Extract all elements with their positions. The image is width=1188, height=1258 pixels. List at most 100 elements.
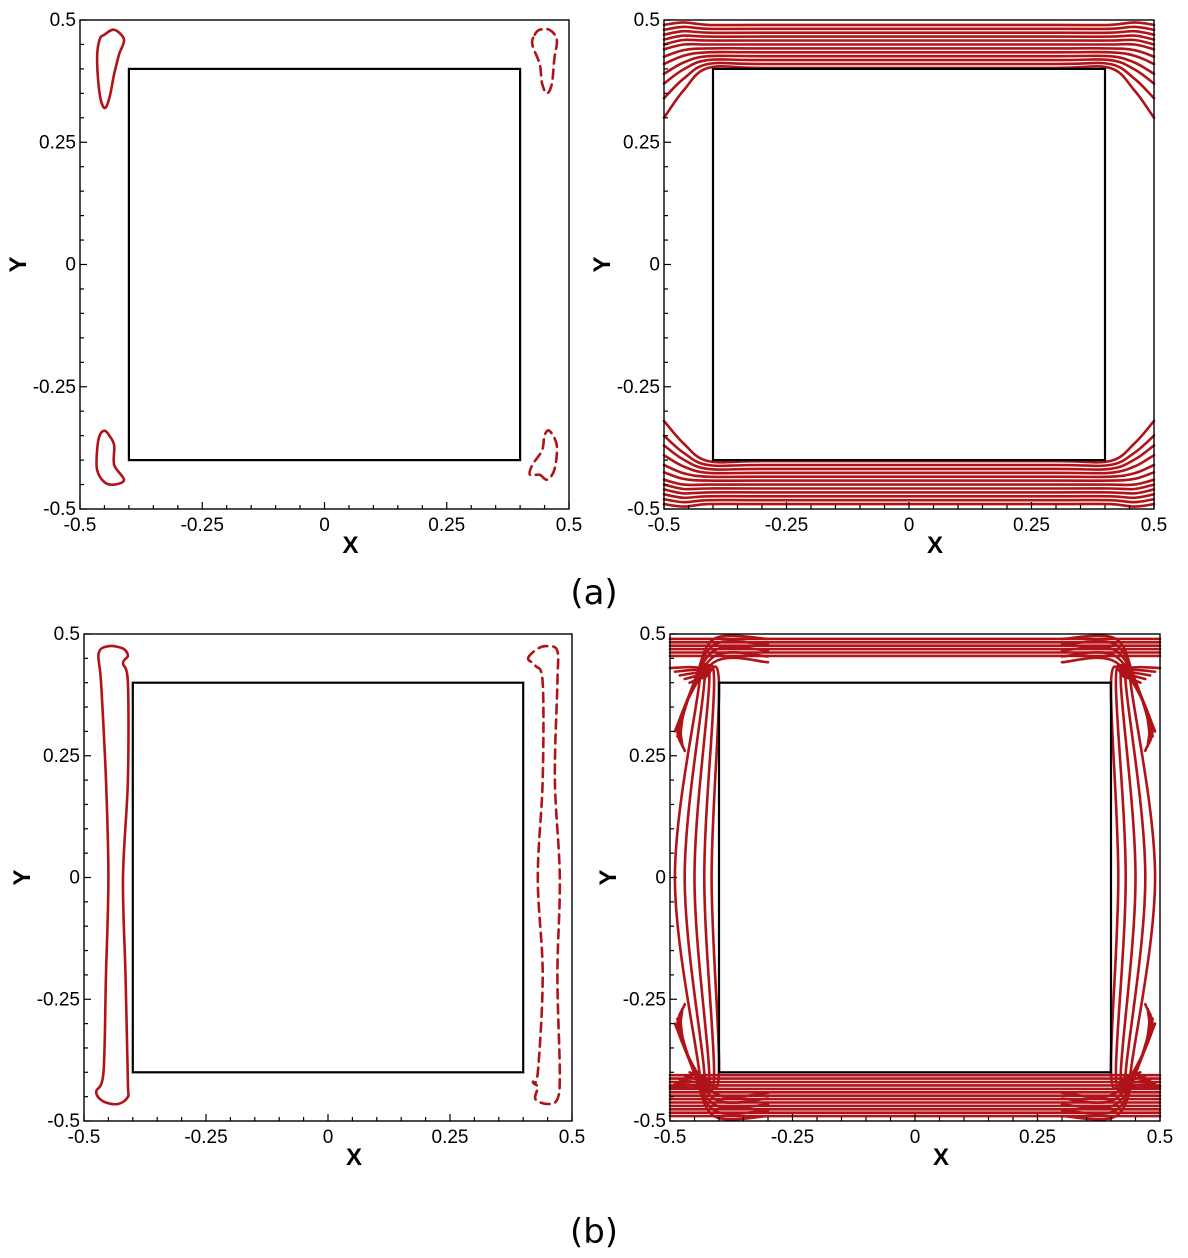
corner-streamline-2-4 — [676, 1002, 770, 1099]
streamline-top-3 — [662, 34, 1156, 41]
y-tick-label: -0.25 — [623, 989, 666, 1010]
x-tick-label: 0 — [323, 1127, 334, 1148]
contour-lines — [94, 644, 562, 1106]
streamline-top-9 — [662, 58, 1156, 85]
streamline-bottom-6 — [662, 471, 1156, 483]
x-tick-label: 0.25 — [432, 1127, 469, 1148]
streamline-bottom-8 — [662, 453, 1156, 475]
contour-line-0 — [94, 644, 131, 1106]
x-axis-label: X — [933, 1144, 949, 1171]
y-tick-label: 0.5 — [634, 10, 660, 31]
y-tick-label: 0.25 — [629, 746, 666, 767]
square-cylinder — [717, 681, 1113, 1074]
y-tick-label: -0.25 — [37, 989, 80, 1010]
x-tick-label: -0.25 — [765, 515, 808, 536]
x-tick-label: 0.5 — [559, 1127, 585, 1148]
corner-streamline-1-4 — [1060, 656, 1154, 753]
x-tick-label: 0 — [910, 1127, 921, 1148]
y-tick-label: -0.5 — [47, 1111, 80, 1132]
y-tick-label: 0 — [69, 868, 80, 889]
side-streamline-left-4 — [688, 665, 721, 1090]
streamline-bottom-5 — [662, 478, 1156, 487]
x-tick-label: -0.5 — [654, 1127, 687, 1148]
square-cylinder — [711, 67, 1107, 462]
contour-lines — [95, 27, 559, 487]
streamline-top-4 — [662, 38, 1156, 46]
x-axis-label: X — [342, 532, 358, 559]
x-tick-label: -0.5 — [648, 515, 681, 536]
y-tick-label: -0.5 — [43, 499, 76, 520]
streamline-bottom-3 — [662, 488, 1156, 495]
streamline-top-7 — [662, 50, 1156, 66]
y-tick-label: 0 — [655, 868, 666, 889]
y-tick-label: 0.5 — [54, 624, 80, 645]
y-tick-label: 0.5 — [640, 624, 666, 645]
caption-a: (a) — [570, 573, 617, 613]
y-axis-label: Y — [595, 869, 622, 885]
x-tick-label: 0.25 — [1013, 515, 1050, 536]
streamline-bottom-2 — [662, 493, 1156, 500]
contour-line-2 — [530, 27, 559, 95]
axes: -0.5-0.5 -0.25 -0.25 0 0 0.25 0.25 0.5 0.5 X Y — [589, 10, 1167, 559]
y-axis-label: Y — [589, 256, 616, 272]
side-streamline-right-3 — [1114, 664, 1147, 1091]
corner-streamline-3-3 — [1060, 1007, 1152, 1104]
streamline-bottom-10 — [662, 434, 1156, 468]
x-axis-label: X — [346, 1144, 362, 1171]
x-tick-label: -0.25 — [771, 1127, 814, 1148]
y-tick-label: -0.25 — [617, 377, 660, 398]
contour-line-1 — [526, 644, 562, 1106]
contour-line-3 — [95, 429, 126, 487]
y-tick-label: 0 — [649, 255, 660, 276]
axes: -0.5-0.5 -0.25 -0.25 0 0 0.25 0.25 0.5 0.5 X Y — [595, 624, 1173, 1171]
y-tick-label: -0.5 — [627, 499, 660, 520]
corner-streamline-2-3 — [678, 1007, 770, 1104]
panel-b-left: -0.5-0.5 -0.25 -0.25 0 0 0.25 0.25 0.5 0.5 X Y — [9, 624, 585, 1171]
contour-lines — [662, 21, 1156, 508]
x-tick-label: 0.25 — [1019, 1127, 1056, 1148]
y-tick-label: 0.5 — [50, 10, 76, 31]
x-tick-label: -0.5 — [68, 1127, 101, 1148]
x-tick-label: -0.5 — [64, 515, 97, 536]
streamline-bottom-7 — [662, 463, 1156, 479]
panel-a-right: -0.5-0.5 -0.25 -0.25 0 0 0.25 0.25 0.5 0.5 X Y — [589, 10, 1167, 559]
corner-streamline-1-3 — [1060, 651, 1152, 748]
contour-line-0 — [95, 28, 126, 110]
streamline-top-5 — [662, 42, 1156, 51]
contour-lines — [668, 634, 1162, 1121]
x-tick-label: -0.25 — [184, 1127, 227, 1148]
x-tick-label: -0.25 — [181, 515, 224, 536]
plot-frame — [663, 19, 1155, 510]
corner-streamline-0-4 — [676, 656, 770, 753]
y-tick-label: 0.25 — [623, 132, 660, 153]
axes: -0.5-0.5 -0.25 -0.25 0 0 0.25 0.25 0.5 0.5 X Y — [9, 624, 585, 1171]
side-streamline-right-4 — [1109, 665, 1142, 1090]
y-tick-label: -0.5 — [633, 1111, 666, 1132]
plot-frame — [79, 19, 570, 510]
corner-streamline-3-4 — [1060, 1002, 1154, 1099]
streamline-top-10 — [662, 61, 1156, 100]
y-tick-label: -0.25 — [33, 377, 76, 398]
caption-b: (b) — [570, 1212, 618, 1252]
streamline-bottom-11 — [662, 419, 1156, 464]
streamline-bottom-1 — [662, 497, 1156, 504]
x-tick-label: 0 — [319, 515, 330, 536]
corner-streamline-0-3 — [678, 651, 770, 748]
streamline-top-0 — [662, 21, 1156, 27]
x-tick-label: 0.5 — [1141, 515, 1167, 536]
x-tick-label: 0 — [904, 515, 915, 536]
panel-a-left: -0.5-0.5 -0.25 -0.25 0 0 0.25 0.25 0.5 0.5 X Y — [5, 10, 582, 559]
x-tick-label: 0.5 — [1147, 1127, 1173, 1148]
y-tick-label: 0.25 — [39, 132, 76, 153]
square-cylinder — [131, 681, 525, 1074]
streamline-bottom-9 — [662, 444, 1156, 471]
streamline-top-1 — [662, 25, 1156, 32]
streamline-top-8 — [662, 54, 1156, 76]
streamline-top-11 — [662, 64, 1156, 120]
y-axis-label: Y — [9, 869, 36, 885]
panel-b-right: -0.5-0.5 -0.25 -0.25 0 0 0.25 0.25 0.5 0.5 X Y — [595, 624, 1173, 1171]
plot-frame — [83, 633, 573, 1122]
streamline-bottom-4 — [662, 483, 1156, 491]
streamline-top-6 — [662, 46, 1156, 58]
y-axis-label: Y — [5, 256, 32, 272]
